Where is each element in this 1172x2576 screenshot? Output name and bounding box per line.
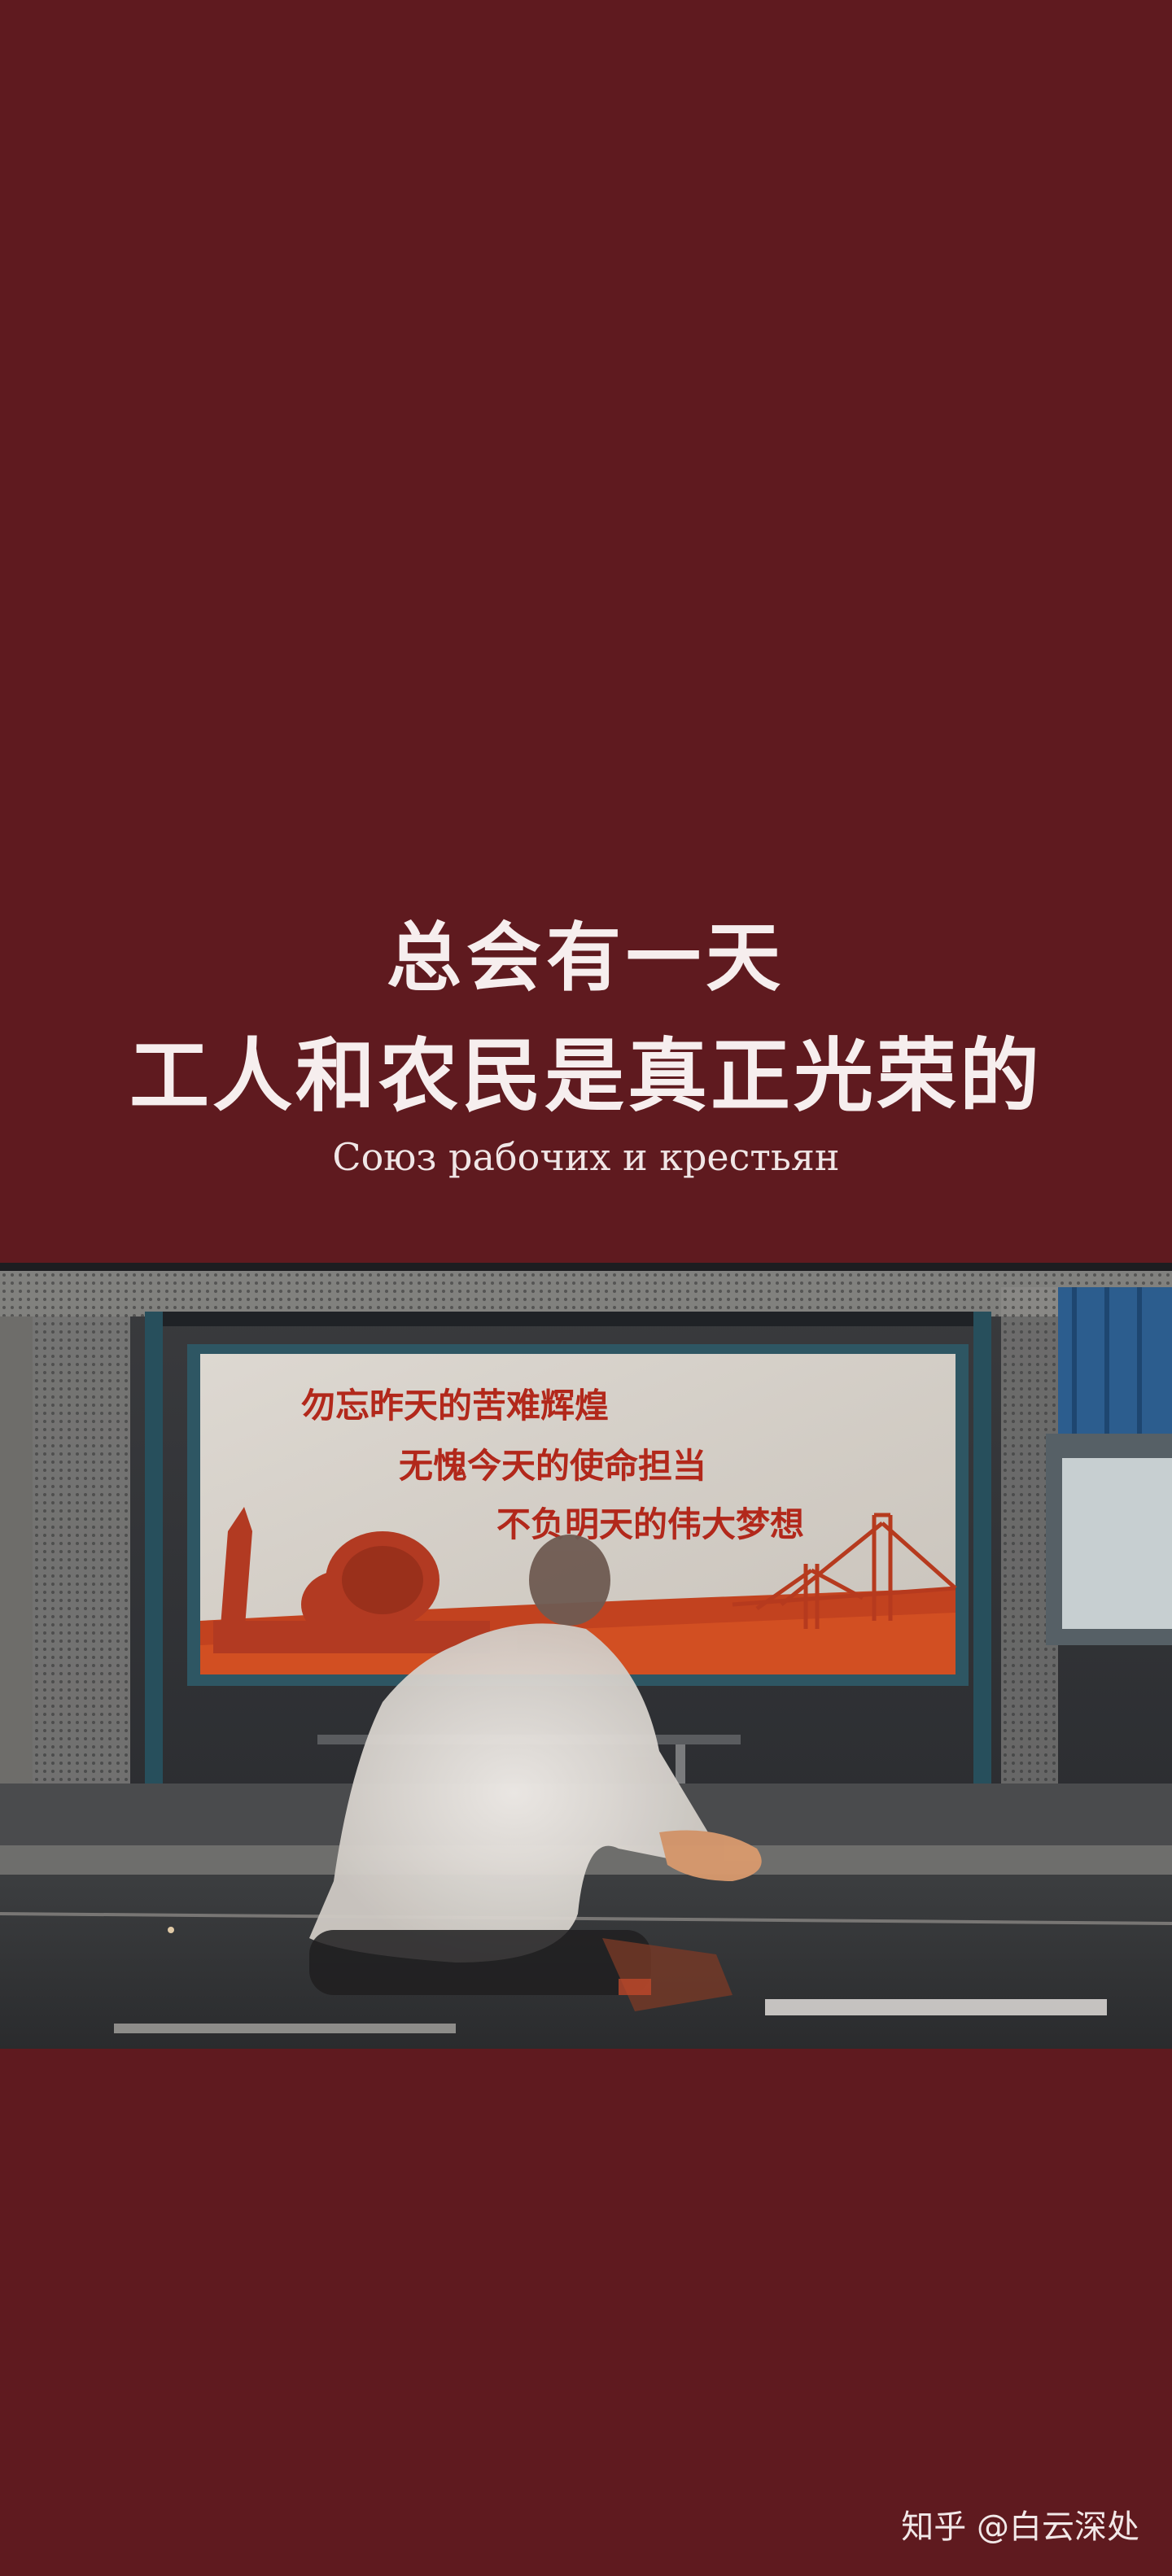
street-photo: 勿忘昨天的苦难辉煌 无愧今天的使命担当 不负明天的伟大梦想 <box>0 1263 1172 2049</box>
billboard-line-1: 勿忘昨天的苦难辉煌 <box>301 1386 609 1426</box>
street-photo-illustration: 勿忘昨天的苦难辉煌 无愧今天的使命担当 不负明天的伟大梦想 <box>0 1263 1172 2049</box>
russian-subtitle: Союз рабочих и крестьян <box>332 1135 840 1179</box>
zhihu-watermark: 知乎 @白云深处 <box>901 2508 1139 2546</box>
headline-line-1: 总会有一天 <box>386 915 785 1002</box>
billboard-line-2: 无愧今天的使命担当 <box>399 1446 706 1486</box>
headline-line-2: 工人和农民是真正光荣的 <box>129 1030 1043 1123</box>
billboard-line-3: 不负明天的伟大梦想 <box>496 1504 804 1544</box>
